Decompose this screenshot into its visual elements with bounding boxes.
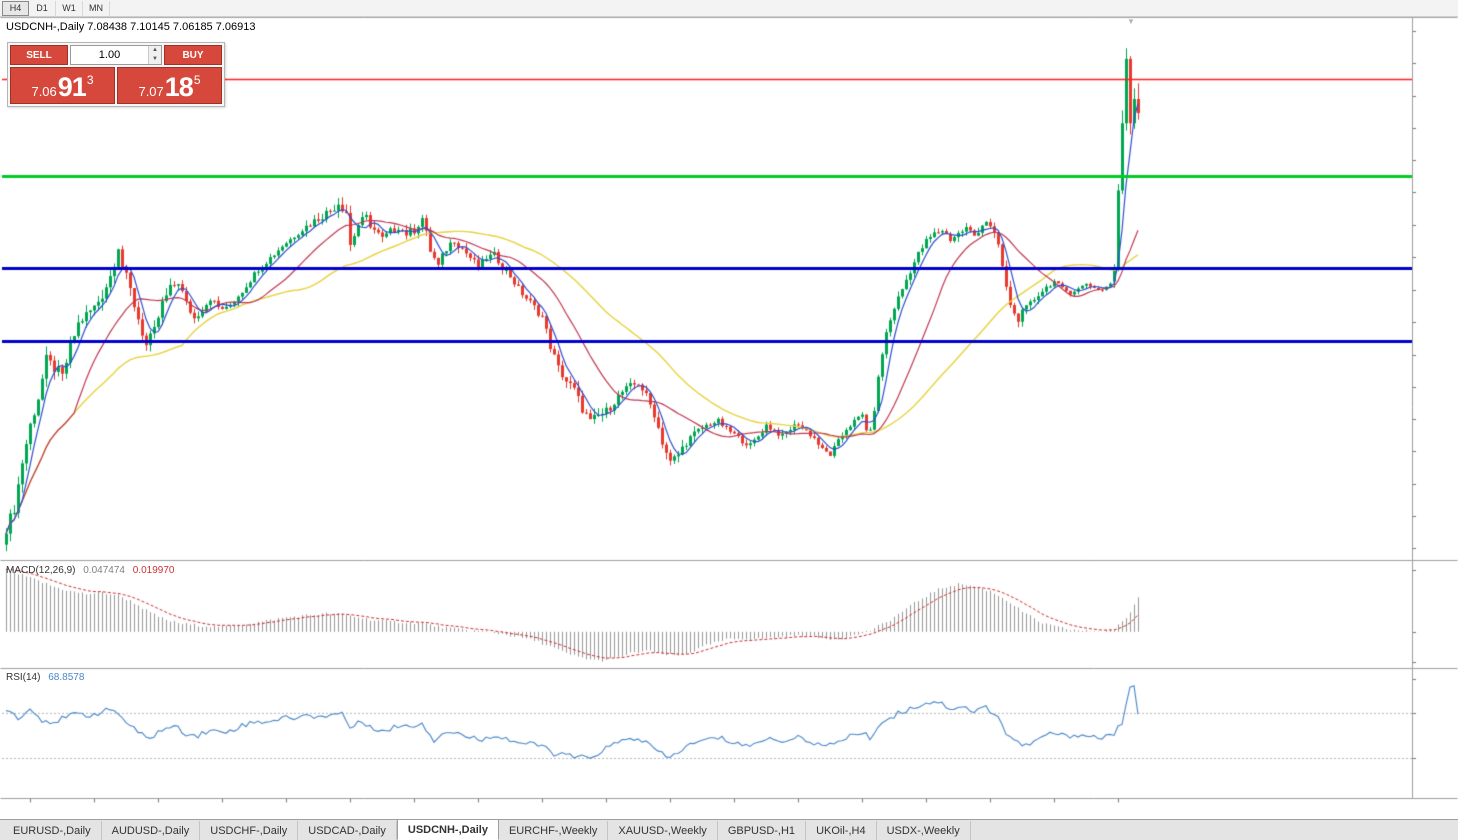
macd-indicator-label: MACD(12,26,9) 0.047474 0.019970 [6, 565, 174, 576]
buy-price-whole: 7.07 [138, 84, 164, 99]
rsi-name: RSI(14) [6, 672, 41, 683]
timeframe-button-d1[interactable]: D1 [29, 0, 56, 16]
last-bar-marker-icon: ▼ [1127, 17, 1135, 26]
buy-price-pips: 18 [164, 72, 194, 102]
buy-button[interactable]: BUY [164, 45, 222, 65]
rsi-indicator-label: RSI(14) 68.8578 [6, 672, 84, 683]
symbol-tab-audusd-daily[interactable]: AUDUSD-,Daily [102, 821, 201, 840]
sell-price-button[interactable]: 7.06 91 3 [10, 67, 115, 104]
symbol-tab-usdchf-daily[interactable]: USDCHF-,Daily [200, 821, 299, 840]
symbol-tab-usdx-weekly[interactable]: USDX-,Weekly [877, 821, 971, 840]
sell-price-point: 3 [86, 73, 94, 87]
volume-down-icon[interactable]: ▼ [149, 55, 161, 64]
one-click-trading-panel: SELL ▲ ▼ BUY 7.06 91 3 7.07 18 5 [7, 42, 225, 107]
symbol-tab-eurchf-weekly[interactable]: EURCHF-,Weekly [499, 821, 609, 840]
timeframe-toolbar: H4 D1 W1 MN [0, 0, 1458, 17]
buy-price-button[interactable]: 7.07 18 5 [117, 67, 222, 104]
rsi-value: 68.8578 [48, 672, 85, 683]
timeframe-button-mn[interactable]: MN [83, 0, 110, 16]
volume-stepper: ▲ ▼ [70, 45, 162, 65]
symbol-tab-eurusd-daily[interactable]: EURUSD-,Daily [3, 821, 102, 840]
symbol-tab-ukoil-h4[interactable]: UKOil-,H4 [806, 821, 877, 840]
timeframe-button-h4[interactable]: H4 [2, 0, 29, 16]
symbol-tabs-bar: EURUSD-,Daily AUDUSD-,Daily USDCHF-,Daily U… [0, 819, 1458, 840]
chart-title: USDCNH-,Daily 7.08438 7.10145 7.06185 7.… [6, 21, 256, 33]
sell-price-whole: 7.06 [31, 84, 57, 99]
macd-main-value: 0.047474 [83, 565, 125, 576]
symbol-tab-usdcad-daily[interactable]: USDCAD-,Daily [298, 821, 397, 840]
symbol-tab-xauusd-weekly[interactable]: XAUUSD-,Weekly [608, 821, 718, 840]
symbol-tab-gbpusd-h1[interactable]: GBPUSD-,H1 [718, 821, 807, 840]
symbol-tab-usdcnh-daily[interactable]: USDCNH-,Daily [396, 819, 499, 840]
sell-price-pips: 91 [57, 72, 87, 102]
sell-button[interactable]: SELL [10, 45, 68, 65]
macd-signal-value: 0.019970 [132, 565, 175, 576]
buy-price-point: 5 [193, 73, 201, 87]
volume-input[interactable] [71, 46, 148, 64]
timeframe-button-w1[interactable]: W1 [56, 0, 83, 16]
volume-up-icon[interactable]: ▲ [149, 46, 161, 55]
macd-name: MACD(12,26,9) [6, 565, 76, 576]
